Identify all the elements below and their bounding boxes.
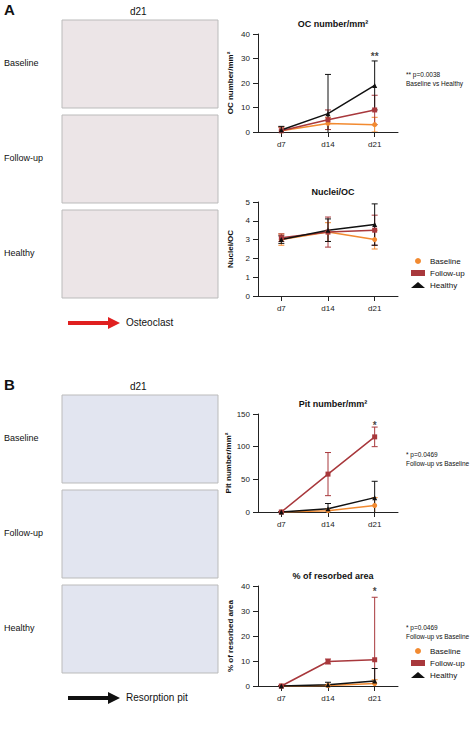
- svg-text:Follow-up: Follow-up: [4, 528, 43, 538]
- svg-text:0: 0: [246, 508, 251, 517]
- svg-text:40: 40: [241, 582, 250, 591]
- svg-text:d21: d21: [368, 520, 382, 529]
- svg-text:1: 1: [246, 273, 251, 282]
- svg-text:0: 0: [246, 682, 251, 691]
- svg-text:2: 2: [246, 254, 251, 263]
- svg-text:Healthy: Healthy: [430, 281, 457, 290]
- svg-text:d14: d14: [321, 520, 335, 529]
- svg-text:Baseline: Baseline: [4, 58, 39, 68]
- svg-text:d21: d21: [130, 381, 147, 392]
- svg-text:Baseline: Baseline: [430, 257, 461, 266]
- svg-text:d7: d7: [277, 694, 286, 703]
- svg-text:*: *: [373, 586, 377, 597]
- svg-text:30: 30: [241, 54, 250, 63]
- svg-text:0: 0: [246, 128, 251, 137]
- svg-text:Follow-up: Follow-up: [4, 153, 43, 163]
- svg-text:3: 3: [246, 235, 251, 244]
- svg-text:50: 50: [241, 475, 250, 484]
- svg-text:% of resorbed area: % of resorbed area: [226, 599, 235, 672]
- svg-text:10: 10: [241, 103, 250, 112]
- svg-text:*: *: [373, 420, 377, 431]
- svg-text:Baseline: Baseline: [430, 647, 461, 656]
- svg-text:40: 40: [241, 30, 250, 39]
- svg-text:Follow-up: Follow-up: [430, 269, 465, 278]
- svg-text:30: 30: [241, 607, 250, 616]
- svg-text:10: 10: [241, 657, 250, 666]
- svg-text:0: 0: [246, 292, 251, 301]
- svg-text:B: B: [4, 376, 15, 393]
- svg-text:Follow-up vs Baseline: Follow-up vs Baseline: [406, 633, 470, 641]
- svg-text:d7: d7: [277, 304, 286, 313]
- svg-text:**: **: [371, 51, 379, 62]
- svg-text:* p=0.0469: * p=0.0469: [406, 624, 438, 632]
- svg-text:20: 20: [241, 79, 250, 88]
- svg-text:Nuclei/OC: Nuclei/OC: [311, 187, 355, 197]
- svg-text:Follow-up: Follow-up: [430, 659, 465, 668]
- svg-text:** p=0.0038: ** p=0.0038: [406, 71, 441, 79]
- svg-text:A: A: [4, 1, 15, 18]
- svg-text:Healthy: Healthy: [4, 623, 35, 633]
- svg-text:Healthy: Healthy: [430, 671, 457, 680]
- svg-text:d14: d14: [321, 140, 335, 149]
- svg-text:5: 5: [246, 198, 251, 207]
- svg-text:100: 100: [237, 442, 251, 451]
- svg-text:d7: d7: [277, 140, 286, 149]
- svg-text:150: 150: [237, 410, 251, 419]
- svg-text:4: 4: [246, 216, 251, 225]
- svg-text:* p=0.0469: * p=0.0469: [406, 451, 438, 459]
- svg-text:Pit number/mm²: Pit number/mm²: [299, 399, 368, 409]
- svg-text:Follow-up vs Baseline: Follow-up vs Baseline: [406, 460, 470, 468]
- svg-text:d7: d7: [277, 520, 286, 529]
- svg-text:Nuclei/OC: Nuclei/OC: [226, 230, 235, 268]
- svg-text:OC number/mm²: OC number/mm²: [226, 51, 235, 114]
- svg-text:Resorption pit: Resorption pit: [126, 692, 188, 703]
- svg-text:d21: d21: [368, 304, 382, 313]
- svg-text:% of resorbed area: % of resorbed area: [292, 571, 374, 581]
- svg-text:d21: d21: [368, 140, 382, 149]
- svg-text:20: 20: [241, 632, 250, 641]
- svg-text:Baseline: Baseline: [4, 433, 39, 443]
- svg-text:d14: d14: [321, 694, 335, 703]
- svg-text:d14: d14: [321, 304, 335, 313]
- svg-text:d21: d21: [368, 694, 382, 703]
- svg-text:Pit number/mm²: Pit number/mm²: [224, 432, 233, 493]
- svg-text:Osteoclast: Osteoclast: [126, 317, 173, 328]
- svg-text:Healthy: Healthy: [4, 248, 35, 258]
- svg-text:d21: d21: [130, 6, 147, 17]
- svg-text:Baseline vs Healthy: Baseline vs Healthy: [406, 80, 464, 88]
- svg-text:OC number/mm²: OC number/mm²: [298, 19, 369, 29]
